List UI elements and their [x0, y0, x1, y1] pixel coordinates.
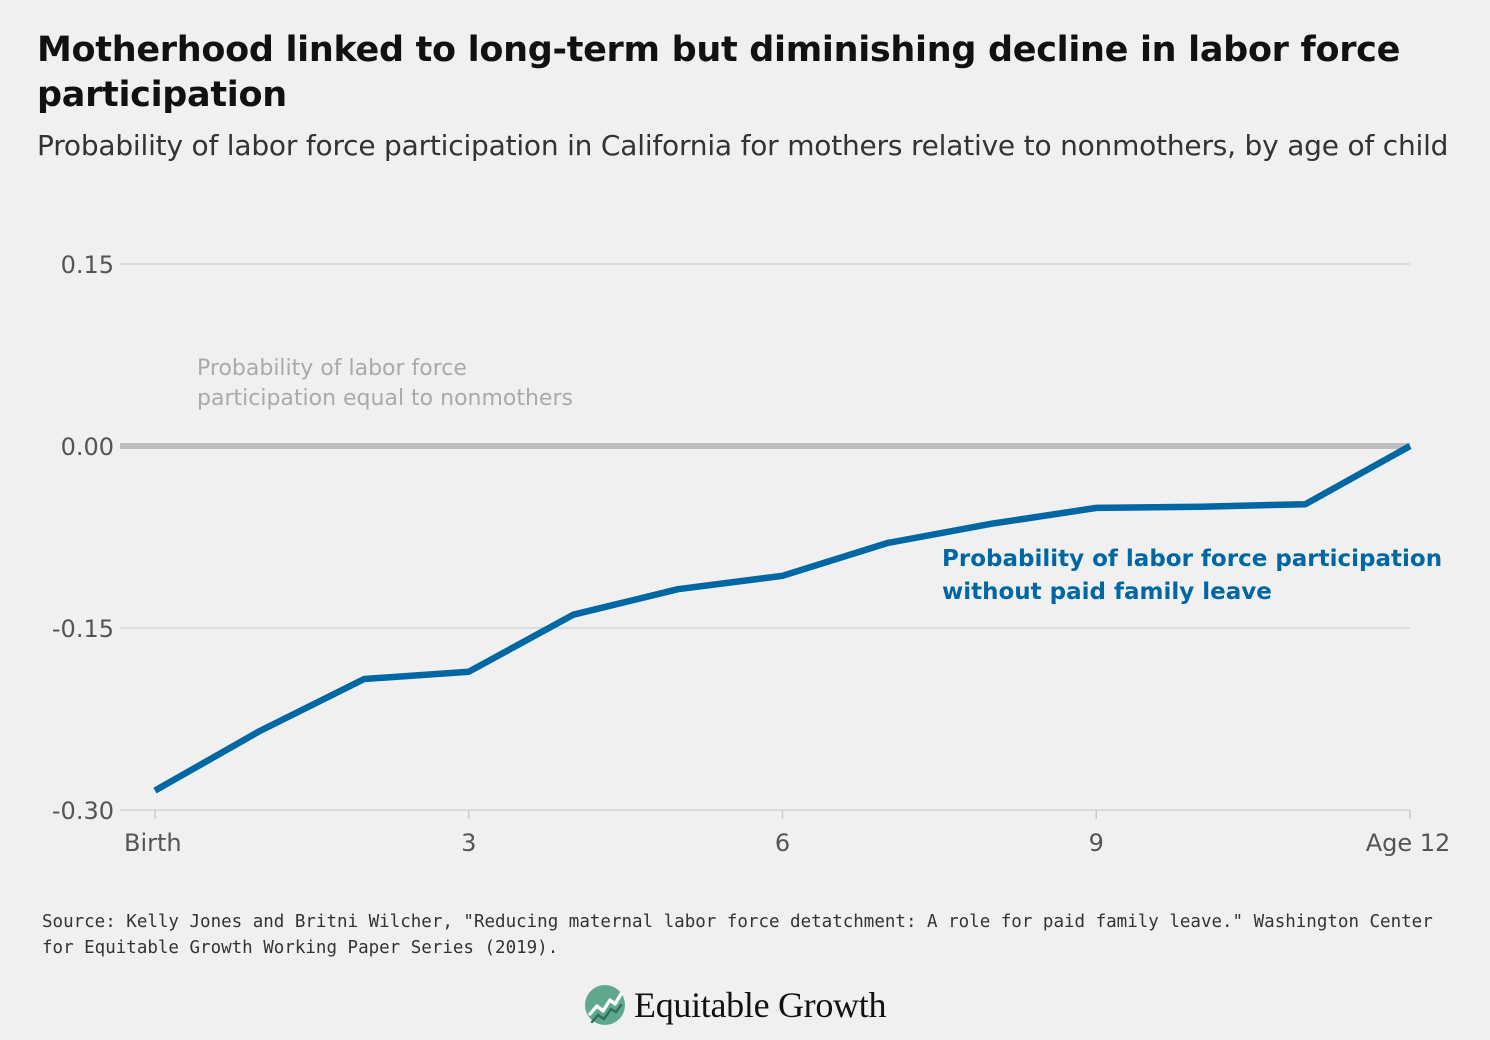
x-axis: Birth 3 6 9 Age 12: [124, 810, 1450, 857]
footer-brand: Equitable Growth: [584, 982, 886, 1028]
reference-line-label: Probability of labor force: [197, 356, 467, 381]
reference-line-label: participation equal to nonmothers: [197, 386, 573, 411]
series-group: [153, 443, 1412, 794]
y-tick-label: 0.00: [61, 433, 114, 461]
annotations: Probability of labor force participation …: [197, 356, 1442, 605]
y-tick-label: 0.15: [61, 251, 114, 279]
series-label: Probability of labor force participation: [942, 546, 1442, 572]
y-axis: 0.15 0.00 -0.15 -0.30: [52, 251, 114, 825]
x-tick-label: 3: [461, 829, 476, 857]
gridlines: [120, 263, 1410, 811]
chart-subtitle: Probability of labor force participation…: [37, 129, 1449, 162]
equitable-growth-logo-icon: [585, 985, 625, 1025]
brand-name: Equitable Growth: [634, 985, 887, 1025]
x-tick-label: 6: [775, 829, 790, 857]
series-label: without paid family leave: [942, 579, 1272, 605]
y-tick-label: -0.30: [52, 797, 114, 825]
y-tick-label: -0.15: [52, 615, 114, 643]
x-tick-label: Birth: [124, 829, 182, 857]
x-tick-label: 9: [1089, 829, 1104, 857]
line-chart: 0.15 0.00 -0.15 -0.30 Birth 3 6 9 Age 12 Probab…: [52, 251, 1450, 857]
chart-title: Motherhood linked to long-term but dimin…: [37, 30, 1401, 115]
x-tick-label: Age 12: [1366, 829, 1451, 857]
series-line: [153, 443, 1412, 794]
source-note: Source: Kelly Jones and Britni Wilcher, …: [42, 912, 1433, 958]
